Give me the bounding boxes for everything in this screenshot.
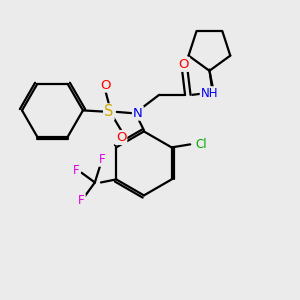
Text: O: O	[100, 79, 111, 92]
Text: S: S	[104, 104, 114, 119]
Text: F: F	[99, 153, 106, 166]
Text: O: O	[116, 131, 126, 144]
Text: Cl: Cl	[195, 138, 207, 151]
Text: F: F	[73, 164, 80, 177]
Text: N: N	[133, 106, 143, 120]
Text: NH: NH	[201, 87, 218, 100]
Text: O: O	[178, 58, 189, 71]
Text: F: F	[78, 194, 85, 207]
